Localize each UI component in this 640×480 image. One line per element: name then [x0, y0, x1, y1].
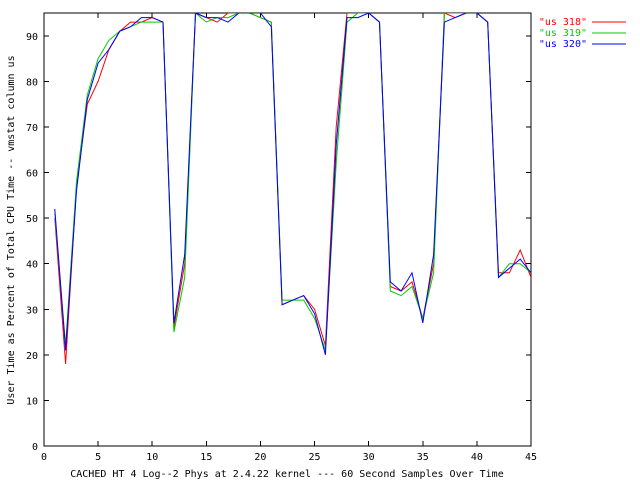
plot-frame [43, 12, 532, 447]
legend: "us 318""us 319""us 320" [539, 17, 626, 50]
series-line-1 [54, 13, 531, 365]
x-tick-label: 40 [471, 452, 483, 463]
y-tick-label: 90 [26, 32, 38, 43]
y-tick-label: 80 [26, 77, 38, 88]
legend-label-2: "us 319" [539, 28, 587, 39]
y-axis-title: User Time as Percent of Total CPU Time -… [6, 55, 17, 404]
y-tick-label: 70 [26, 123, 38, 134]
y-tick-label: 20 [26, 351, 38, 362]
series-layer [54, 13, 531, 365]
x-tick-label: 30 [363, 452, 375, 463]
x-tick-label: 15 [200, 452, 212, 463]
legend-label-3: "us 320" [539, 39, 587, 50]
x-axis-ticks: 0 5 10 15 20 25 30 35 40 45 [41, 13, 537, 463]
y-axis-ticks: 0 10 20 30 40 50 60 70 80 90 [26, 32, 531, 453]
x-tick-label: 10 [146, 452, 158, 463]
y-tick-label: 50 [26, 214, 38, 225]
y-tick-label: 30 [26, 305, 38, 316]
y-tick-label: 60 [26, 169, 38, 180]
x-tick-label: 20 [254, 452, 266, 463]
x-tick-label: 5 [95, 452, 101, 463]
legend-label-1: "us 318" [539, 17, 587, 28]
x-tick-label: 0 [41, 452, 47, 463]
x-axis-title: CACHED HT 4 Log--2 Phys at 2.4.22 kernel… [70, 469, 503, 480]
x-tick-label: 35 [417, 452, 429, 463]
x-tick-label: 25 [309, 452, 321, 463]
y-tick-label: 0 [32, 442, 38, 453]
x-tick-label: 45 [525, 452, 537, 463]
y-tick-label: 40 [26, 260, 38, 271]
plot-area-border [43, 12, 532, 447]
y-tick-label: 10 [26, 396, 38, 407]
series-line-3 [54, 13, 531, 355]
